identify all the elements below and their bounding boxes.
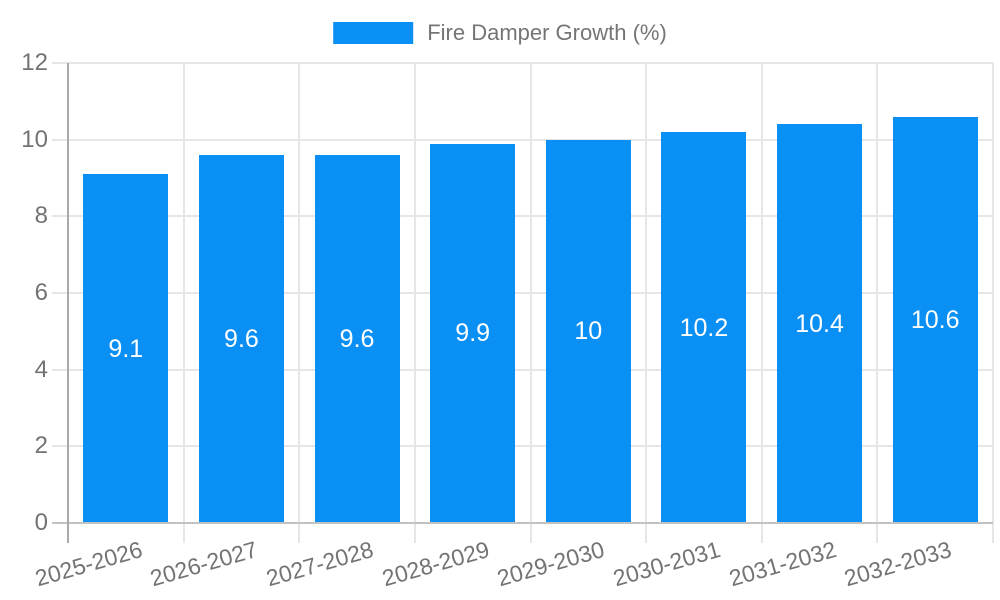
bar[interactable] (83, 174, 169, 523)
x-tick-mark (529, 523, 532, 543)
x-tick-label: 2028-2029 (378, 536, 492, 592)
bar[interactable] (545, 139, 631, 523)
x-grid-line (645, 63, 648, 523)
bar-value-label: 9.9 (455, 319, 491, 348)
bar[interactable] (777, 124, 863, 523)
x-grid-line (182, 63, 185, 523)
x-tick-label: 2032-2033 (841, 536, 955, 592)
bar-value-label: 10 (574, 317, 603, 346)
y-tick-label: 2 (34, 432, 48, 460)
x-tick-mark (645, 523, 648, 543)
x-tick-mark (992, 523, 994, 543)
y-grid-line (52, 138, 993, 141)
y-grid-line (52, 368, 993, 371)
y-axis-line (67, 63, 69, 543)
y-tick-label: 12 (21, 49, 48, 76)
x-grid-line (529, 63, 532, 523)
bar-value-label: 9.6 (224, 325, 259, 353)
chart-legend[interactable]: Fire Damper Growth (%) (333, 19, 667, 47)
bar[interactable] (892, 116, 978, 523)
bar-value-label: 9.6 (339, 325, 375, 353)
legend-swatch-icon (333, 22, 414, 44)
x-tick-mark (760, 523, 763, 543)
bar[interactable] (198, 155, 284, 523)
x-tick-mark (182, 523, 185, 543)
x-tick-label: 2030-2031 (610, 536, 724, 592)
x-grid-line (413, 63, 416, 523)
y-tick-label: 8 (34, 202, 48, 230)
y-tick-label: 0 (34, 509, 48, 536)
x-tick-label: 2027-2028 (263, 536, 377, 592)
x-tick-label: 2025-2026 (32, 536, 145, 592)
y-grid-line (52, 292, 993, 294)
bar[interactable] (314, 155, 400, 523)
x-tick-mark (413, 523, 416, 543)
bar-value-label: 10.4 (795, 309, 844, 338)
y-grid-line (52, 215, 993, 218)
x-tick-label: 2029-2030 (494, 536, 608, 592)
legend-label: Fire Damper Growth (%) (427, 20, 667, 45)
x-axis-baseline (52, 522, 993, 524)
bar[interactable] (430, 143, 516, 523)
bar[interactable] (661, 132, 747, 523)
x-grid-line (992, 63, 994, 523)
y-tick-label: 10 (21, 125, 48, 153)
bar-value-label: 10.2 (679, 313, 729, 342)
bar-value-label: 10.6 (910, 305, 960, 334)
x-grid-line (760, 63, 763, 523)
y-grid-line (52, 445, 993, 448)
y-tick-label: 6 (34, 279, 48, 306)
y-tick-label: 4 (34, 355, 48, 383)
x-tick-label: 2031-2032 (725, 536, 839, 592)
x-grid-line (876, 63, 879, 523)
x-grid-line (298, 63, 301, 523)
x-tick-mark (876, 523, 879, 543)
x-tick-label: 2026-2027 (147, 536, 261, 592)
y-grid-line (52, 62, 993, 64)
bar-value-label: 9.1 (108, 334, 144, 363)
x-tick-mark (298, 523, 301, 543)
